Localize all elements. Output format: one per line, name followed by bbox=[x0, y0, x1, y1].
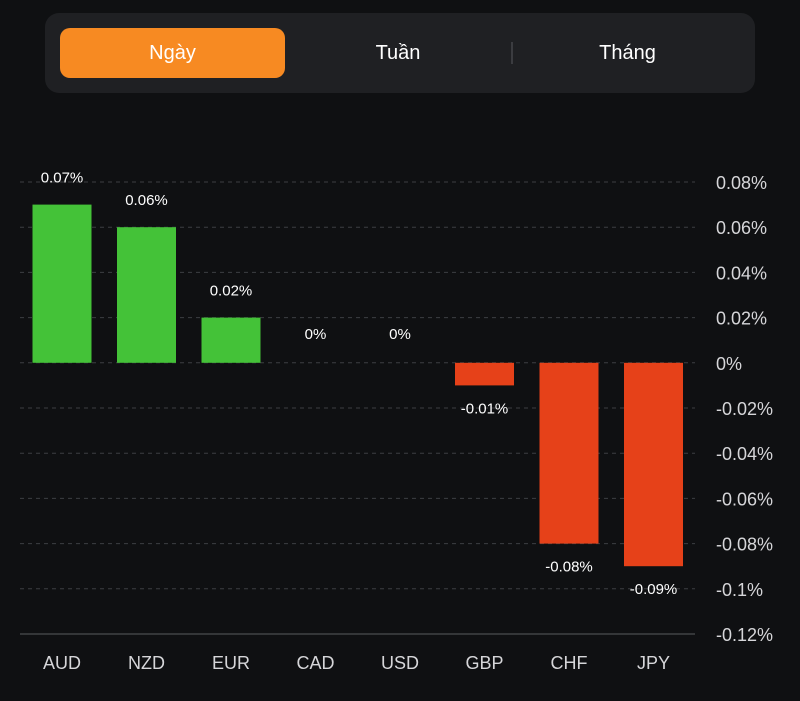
data-label-chf: -0.08% bbox=[545, 559, 593, 576]
data-label-eur: 0.02% bbox=[210, 283, 253, 300]
category-label-jpy: JPY bbox=[637, 653, 670, 673]
category-label-usd: USD bbox=[381, 653, 419, 673]
bar-jpy[interactable] bbox=[624, 362, 683, 567]
data-label-aud: 0.07% bbox=[41, 170, 84, 187]
tab-month[interactable]: Tháng bbox=[599, 42, 656, 64]
y-tick-label: -0.12% bbox=[716, 625, 773, 645]
bar-gbp[interactable] bbox=[455, 362, 514, 386]
y-tick-label: -0.1% bbox=[716, 580, 763, 600]
tab-day[interactable]: Ngày bbox=[60, 28, 285, 78]
y-tick-label: -0.04% bbox=[716, 444, 773, 464]
y-tick-label: 0.06% bbox=[716, 218, 767, 238]
data-label-nzd: 0.06% bbox=[125, 192, 168, 209]
category-label-chf: CHF bbox=[551, 653, 588, 673]
category-label-gbp: GBP bbox=[465, 653, 503, 673]
y-tick-label: -0.06% bbox=[716, 489, 773, 509]
category-label-aud: AUD bbox=[43, 653, 81, 673]
y-tick-label: 0.04% bbox=[716, 263, 767, 283]
bar-eur[interactable] bbox=[201, 317, 261, 363]
data-label-gbp: -0.01% bbox=[461, 400, 509, 417]
y-tick-label: -0.02% bbox=[716, 399, 773, 419]
y-tick-label: -0.08% bbox=[716, 535, 773, 555]
data-label-cad: 0% bbox=[305, 326, 327, 343]
category-label-eur: EUR bbox=[212, 653, 250, 673]
data-label-usd: 0% bbox=[389, 326, 411, 343]
bar-nzd[interactable] bbox=[117, 227, 176, 363]
y-tick-label: 0.08% bbox=[716, 173, 767, 193]
data-label-jpy: -0.09% bbox=[630, 581, 678, 598]
tab-divider bbox=[511, 42, 513, 64]
bar-aud[interactable] bbox=[32, 204, 92, 363]
category-label-nzd: NZD bbox=[128, 653, 165, 673]
y-tick-label: 0.02% bbox=[716, 309, 767, 329]
bar-chf[interactable] bbox=[539, 362, 599, 544]
tab-week[interactable]: Tuần bbox=[375, 42, 421, 64]
category-label-cad: CAD bbox=[296, 653, 334, 673]
y-tick-label: 0% bbox=[716, 354, 742, 374]
period-tabs: Ngày Tuần Tháng bbox=[45, 13, 755, 93]
